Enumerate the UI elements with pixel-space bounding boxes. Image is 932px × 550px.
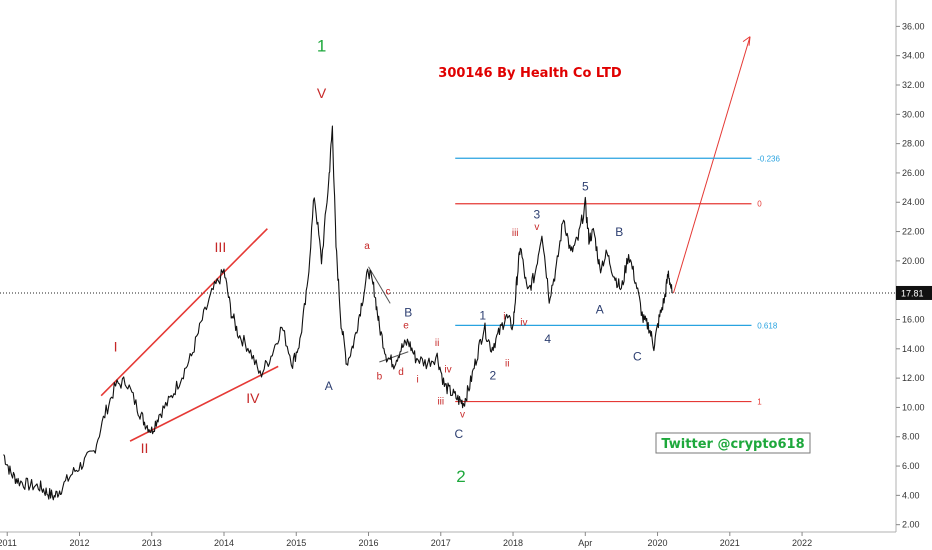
wave-label: 5 — [582, 180, 589, 194]
wave-label: A — [325, 379, 333, 393]
wave-label: 1 — [317, 36, 326, 55]
y-tick-label: 32.00 — [902, 80, 925, 90]
projection-arrowhead — [742, 36, 751, 46]
x-tick-label: 2016 — [359, 538, 379, 548]
wave-label: A — [596, 303, 604, 317]
y-tick-label: 28.00 — [902, 139, 925, 149]
y-tick-label: 2.00 — [902, 520, 920, 530]
wave-label: a — [364, 241, 370, 252]
wave-label: ii — [505, 358, 509, 369]
y-tick-label: 6.00 — [902, 461, 920, 471]
fibonacci-levels: -0.236 0 0.618 1 — [455, 154, 780, 407]
y-tick-label: 24.00 — [902, 197, 925, 207]
y-tick-label: 36.00 — [902, 21, 925, 31]
x-tick-label: 2021 — [720, 538, 740, 548]
y-tick-label: 34.00 — [902, 51, 925, 61]
wave-label: B — [615, 225, 623, 239]
wave-label: I — [114, 339, 118, 355]
last-price-label: 17.81 — [901, 288, 924, 298]
x-tick-label: 2014 — [214, 538, 234, 548]
y-tick-label: 4.00 — [902, 490, 920, 500]
wave-label: III — [215, 239, 227, 255]
wedge-upper-line — [100, 228, 268, 397]
projection-arrow-line — [672, 36, 751, 294]
wave-label: iv — [520, 317, 527, 328]
wave-label: e — [403, 320, 409, 331]
price-series — [3, 125, 673, 501]
x-tick-label: Apr — [578, 538, 592, 548]
wave-label: V — [317, 85, 327, 101]
fib-level-label: 1 — [757, 398, 762, 407]
y-tick-label: 22.00 — [902, 227, 925, 237]
wave-label: B — [404, 306, 412, 320]
wave-label: C — [633, 350, 642, 364]
x-tick-label: 2017 — [431, 538, 451, 548]
y-tick-label: 10.00 — [902, 402, 925, 412]
y-tick-label: 16.00 — [902, 314, 925, 324]
wave-label: iv — [444, 364, 451, 375]
x-tick-label: 2015 — [286, 538, 306, 548]
fib-level-label: 0 — [757, 200, 762, 209]
y-tick-label: 20.00 — [902, 256, 925, 266]
last-price-badge — [896, 285, 932, 300]
wave-label: II — [141, 440, 149, 456]
wave-label: v — [460, 410, 465, 421]
watermark-text: Twitter @crypto618 — [661, 437, 804, 452]
triangle-upper-line — [368, 266, 391, 304]
watermark-box: Twitter @crypto618 — [655, 432, 811, 454]
wave-label: c — [386, 287, 391, 298]
x-tick-label: 2020 — [648, 538, 668, 548]
wave-label: d — [398, 367, 404, 378]
wave-label: IV — [246, 390, 260, 406]
y-tick-label: 26.00 — [902, 168, 925, 178]
y-tick-label: 8.00 — [902, 432, 920, 442]
wave-label: ii — [435, 338, 439, 349]
x-tick-label: 2022 — [792, 538, 812, 548]
chart-title: 300146 By Health Co LTD — [438, 66, 622, 81]
wave-label: iii — [512, 228, 519, 239]
price-line — [3, 125, 673, 501]
wave-label: 3 — [534, 207, 541, 221]
y-tick-label: 30.00 — [902, 109, 925, 119]
x-tick-label: 2011 — [0, 538, 17, 548]
wave-label: 2 — [456, 467, 465, 486]
wave-label: C — [455, 427, 464, 441]
y-tick-label: 12.00 — [902, 373, 925, 383]
x-tick-label: 2013 — [142, 538, 162, 548]
wave-label: iii — [437, 396, 444, 407]
wave-label: 1 — [479, 308, 486, 322]
wave-label: i — [417, 375, 419, 386]
trend-lines — [100, 36, 751, 442]
fib-level-label: 0.618 — [757, 321, 778, 330]
wave-label: i — [503, 311, 505, 322]
fib-level-label: -0.236 — [757, 154, 780, 163]
wave-label: v — [534, 222, 539, 233]
x-tick-label: 2018 — [503, 538, 523, 548]
wave-label: 4 — [544, 332, 551, 346]
x-tick-label: 2012 — [69, 538, 89, 548]
wave-label: b — [377, 372, 383, 383]
y-tick-label: 14.00 — [902, 344, 925, 354]
wave-label: 2 — [489, 369, 496, 383]
triangle-lower-line — [379, 351, 409, 363]
